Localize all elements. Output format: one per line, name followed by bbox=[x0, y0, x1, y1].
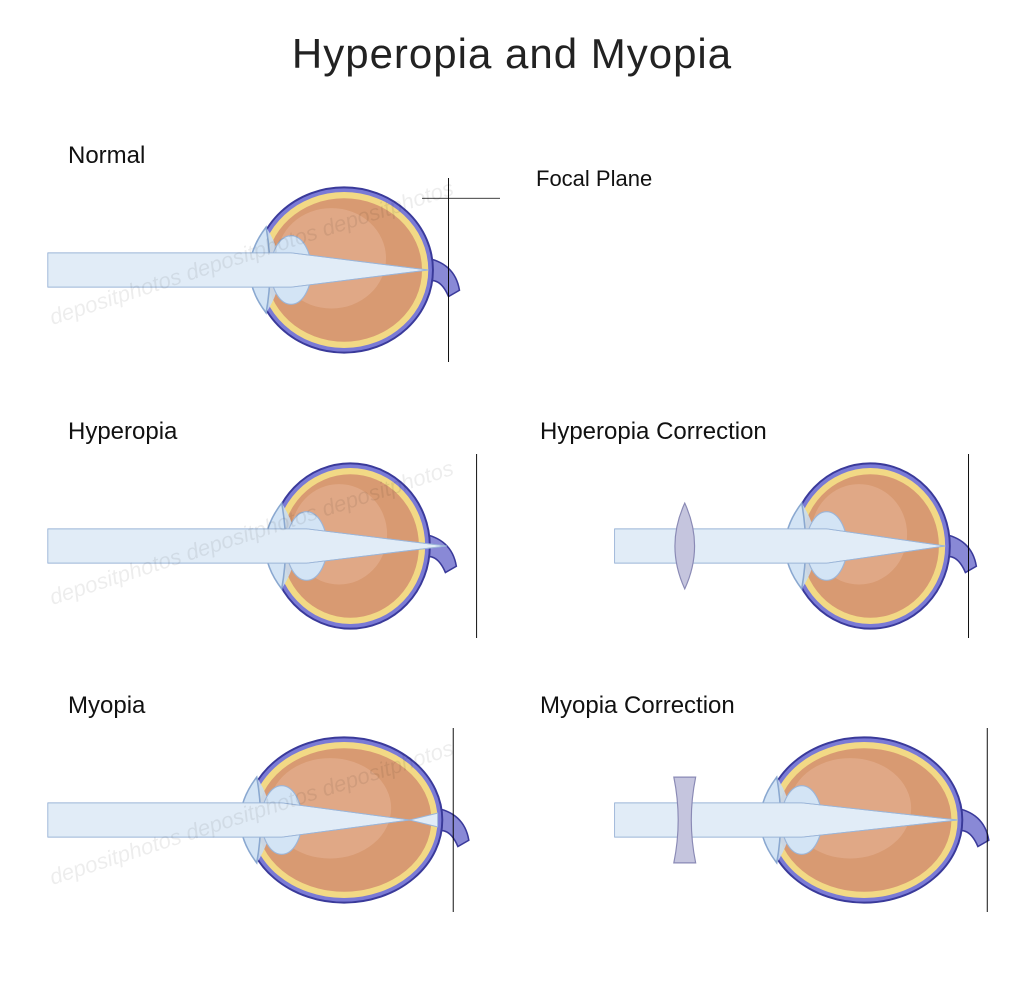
eye-diagram-normal bbox=[40, 160, 500, 380]
eye-diagram-hyperopia bbox=[40, 436, 500, 656]
focal-plane-label: Focal Plane bbox=[536, 166, 652, 192]
eye-diagram-myopia bbox=[40, 710, 500, 930]
eye-diagram-myopia_correction bbox=[560, 710, 1020, 930]
page-title: Hyperopia and Myopia bbox=[0, 30, 1024, 78]
eye-diagram-hyperopia_correction bbox=[560, 436, 1020, 656]
